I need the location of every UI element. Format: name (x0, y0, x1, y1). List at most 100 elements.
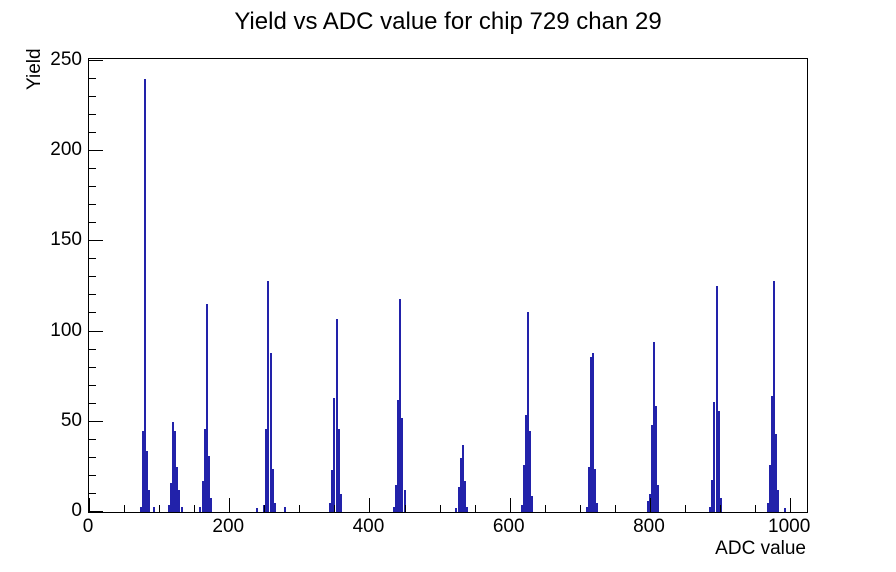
x-major-tick (369, 498, 370, 512)
histogram-bin (455, 508, 458, 512)
x-minor-tick (405, 505, 406, 512)
y-minor-tick (89, 403, 96, 404)
y-minor-tick (89, 96, 96, 97)
histogram-bin (777, 490, 780, 512)
histogram-bin (139, 507, 142, 512)
x-tick-label: 0 (82, 516, 94, 537)
y-minor-tick (89, 222, 96, 223)
x-major-tick (510, 498, 511, 512)
x-minor-tick (720, 505, 721, 512)
histogram-bin (713, 402, 716, 512)
y-minor-tick (89, 312, 96, 313)
histogram-bin (329, 503, 332, 512)
y-minor-tick (89, 204, 96, 205)
x-tick-label: 600 (492, 516, 525, 537)
histogram-bin (783, 508, 786, 512)
x-minor-tick (299, 505, 300, 512)
histogram-bin (594, 469, 597, 512)
histogram-bin (773, 281, 775, 512)
histogram-bin (399, 299, 402, 512)
x-minor-tick (334, 505, 335, 512)
histogram-bin (715, 286, 718, 512)
histogram-bin (395, 485, 398, 512)
x-minor-tick (264, 505, 265, 512)
histogram-bin (207, 456, 210, 512)
histogram-bin (256, 508, 259, 512)
histogram-bin (176, 467, 179, 512)
histogram-bin (766, 503, 769, 512)
y-minor-tick (89, 186, 96, 187)
histogram-bin (393, 507, 395, 512)
histogram-bin (178, 490, 181, 512)
histogram-bin (520, 505, 523, 512)
histogram-bin (717, 411, 720, 512)
y-minor-tick (89, 367, 96, 368)
x-minor-tick (615, 505, 616, 512)
histogram-bin (651, 425, 653, 512)
x-minor-tick (159, 505, 160, 512)
x-minor-tick (124, 505, 125, 512)
histogram-bin (709, 507, 712, 512)
histogram-bin (201, 481, 204, 512)
y-minor-tick (89, 349, 96, 350)
histogram-bin (273, 503, 276, 512)
histogram-bin (655, 406, 658, 512)
histogram-bin (141, 431, 144, 512)
y-major-tick (89, 60, 103, 61)
histogram-bin (205, 304, 208, 512)
histogram-bin (174, 431, 177, 512)
y-tick-label: 150 (50, 229, 82, 251)
histogram-bin (585, 507, 588, 512)
histogram-bin (461, 445, 464, 512)
histogram-bin (711, 480, 714, 512)
histogram-bin (339, 494, 342, 512)
histogram-bin (526, 312, 529, 512)
histogram-bin (524, 415, 527, 512)
y-minor-tick (89, 276, 96, 277)
histogram-bin (180, 507, 183, 512)
histogram-bin (592, 353, 595, 512)
x-minor-tick (580, 505, 581, 512)
y-minor-tick (89, 168, 96, 169)
histogram-bin (146, 451, 149, 512)
histogram-bin (403, 490, 406, 512)
histogram-bin (144, 79, 146, 512)
histogram-bin (457, 487, 460, 512)
x-axis-title: ADC value (715, 538, 806, 559)
histogram-bin (152, 507, 155, 512)
histogram-bin (646, 501, 649, 512)
histogram-bin (335, 319, 338, 512)
histogram-bin (590, 357, 592, 512)
histogram-bin (587, 467, 590, 512)
y-minor-tick (89, 493, 96, 494)
x-minor-tick (685, 505, 686, 512)
x-minor-tick (440, 505, 441, 512)
histogram-bin (463, 481, 466, 512)
histogram-bin (522, 465, 525, 512)
y-minor-tick (89, 132, 96, 133)
histogram-bin (170, 483, 172, 512)
histogram-bin (284, 507, 287, 512)
histogram-bin (596, 503, 599, 512)
y-major-tick (89, 511, 103, 512)
histogram-bin (265, 429, 268, 512)
x-tick-label: 200 (212, 516, 245, 537)
histogram-bin (333, 398, 336, 512)
histogram-bin (459, 458, 462, 512)
histogram-bin (465, 507, 468, 512)
x-major-tick (790, 498, 791, 512)
histogram-bin (148, 490, 151, 512)
histogram-bin (529, 431, 531, 512)
y-tick-label: 250 (50, 48, 82, 70)
x-minor-tick (545, 505, 546, 512)
y-minor-tick (89, 78, 96, 79)
y-tick-label: 50 (60, 409, 82, 431)
histogram-bin (269, 353, 272, 512)
y-tick-label: 0 (71, 500, 82, 521)
x-major-tick (89, 498, 90, 512)
histogram-bin (199, 507, 202, 512)
histogram-bin (331, 470, 334, 512)
histogram-bin (172, 422, 175, 512)
y-tick-label: 200 (50, 139, 82, 161)
